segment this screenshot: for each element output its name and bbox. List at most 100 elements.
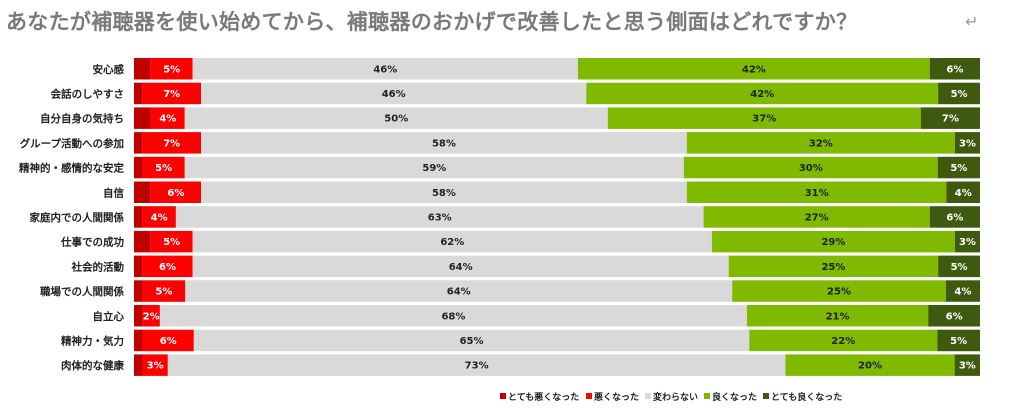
- legend-swatch: [704, 393, 710, 399]
- data-label: 42%: [750, 89, 774, 100]
- bar-segment: [134, 132, 143, 154]
- bar-segment: [175, 206, 704, 228]
- category-labels: 安心感会話のしやすさ自分自身の気持ちグループ活動への参加精神的・感情的な安定自信…: [19, 63, 124, 372]
- data-label: 3%: [147, 361, 164, 372]
- bar-segment: [184, 107, 608, 129]
- bar-segment: [142, 329, 194, 352]
- bar-segment: [607, 107, 921, 129]
- data-label: 31%: [805, 188, 829, 199]
- data-label: 20%: [858, 361, 882, 372]
- bar-segment: [192, 230, 712, 253]
- bar-segment: [184, 156, 684, 179]
- data-label: 3%: [959, 361, 976, 372]
- bar-segment: [134, 156, 143, 179]
- legend: とても悪くなった 悪くなった 変わらない 良くなった とても良くなった: [500, 391, 842, 403]
- data-label: 73%: [465, 361, 489, 372]
- bar-segment: [683, 156, 938, 179]
- bar-segment: [150, 58, 193, 80]
- bar-segment: [703, 206, 930, 228]
- data-label: 68%: [441, 311, 465, 322]
- bar-segment: [167, 354, 786, 376]
- bar-segment: [134, 230, 151, 253]
- bar-segment: [201, 132, 687, 154]
- bar-segment: [150, 107, 185, 129]
- bar-segment: [134, 206, 143, 228]
- bar-segment: [134, 354, 143, 376]
- data-label: 3%: [959, 138, 976, 149]
- data-label: 5%: [950, 336, 967, 347]
- bar-segment: [134, 181, 151, 203]
- bar-segment: [142, 206, 176, 228]
- data-label: 37%: [752, 114, 776, 125]
- bar-rows: 5% 46% 42% 6% 7% 46% 42% 5% 4% 50% 37% 7% 7% 58% 32% 3%…: [134, 58, 980, 376]
- bar-segment: [749, 329, 938, 352]
- data-label: 5%: [950, 163, 967, 174]
- bar-segment: [134, 329, 143, 352]
- data-label: 5%: [951, 89, 968, 100]
- legend-swatch: [586, 393, 592, 399]
- category-label: グループ活動への参加: [20, 137, 124, 150]
- category-label: 自分自身の気持ち: [40, 112, 124, 125]
- bar-segment: [192, 58, 578, 80]
- data-label: 42%: [742, 64, 766, 75]
- bar-segment: [134, 280, 143, 302]
- bar-segment: [142, 280, 186, 302]
- data-label: 64%: [449, 262, 473, 273]
- bar-segment: [938, 255, 980, 278]
- bar-segment: [928, 305, 980, 327]
- bar-segment: [193, 329, 750, 352]
- data-label: 30%: [799, 163, 823, 174]
- bar-segment: [946, 181, 980, 203]
- legend-label: 良くなった: [712, 391, 757, 403]
- data-label: 58%: [432, 138, 456, 149]
- legend-label: とても悪くなった: [508, 392, 579, 403]
- data-label: 27%: [805, 212, 829, 223]
- data-label: 62%: [440, 237, 464, 248]
- category-label: 肉体的な健康: [61, 359, 124, 372]
- data-label: 5%: [951, 262, 968, 273]
- data-label: 50%: [384, 114, 408, 125]
- data-label: 5%: [163, 64, 180, 75]
- bar-segment: [586, 82, 939, 105]
- bar-segment: [954, 132, 980, 154]
- bar-segment: [954, 230, 980, 253]
- data-label: 7%: [942, 114, 959, 125]
- data-label: 22%: [831, 336, 855, 347]
- data-label: 3%: [959, 237, 976, 248]
- bar-segment: [920, 107, 980, 129]
- bar-segment: [159, 305, 747, 327]
- data-label: 4%: [955, 188, 972, 199]
- bar-segment: [929, 58, 980, 80]
- category-label: 精神力・気力: [61, 334, 124, 347]
- bar-segment: [937, 156, 980, 179]
- data-label: 21%: [826, 311, 850, 322]
- category-label: 自信: [103, 186, 124, 199]
- data-label: 4%: [954, 287, 971, 298]
- bar-segment: [201, 181, 687, 203]
- return-mark-icon: ↵: [965, 12, 979, 31]
- legend-label: 変わらない: [653, 391, 698, 403]
- bar-segment: [732, 280, 946, 302]
- category-label: 社会的活動: [71, 260, 125, 273]
- category-label: 仕事での成功: [60, 236, 124, 249]
- bar-segment: [938, 82, 980, 105]
- bar-segment: [134, 255, 143, 278]
- legend-swatch: [500, 393, 506, 399]
- data-label: 46%: [382, 89, 406, 100]
- bar-segment: [142, 305, 160, 327]
- bar-segment: [142, 132, 202, 154]
- bar-segment: [185, 280, 733, 302]
- data-label: 32%: [809, 138, 833, 149]
- bar-segment: [929, 206, 980, 228]
- bar-segment: [134, 305, 143, 327]
- data-label: 4%: [159, 114, 176, 125]
- bar-segment: [937, 329, 980, 352]
- bar-segment: [686, 132, 955, 154]
- bar-segment: [134, 107, 151, 129]
- category-label: 安心感: [93, 63, 125, 76]
- data-label: 5%: [155, 163, 172, 174]
- data-label: 6%: [946, 64, 963, 75]
- bar-segment: [746, 305, 929, 327]
- data-label: 4%: [151, 212, 168, 223]
